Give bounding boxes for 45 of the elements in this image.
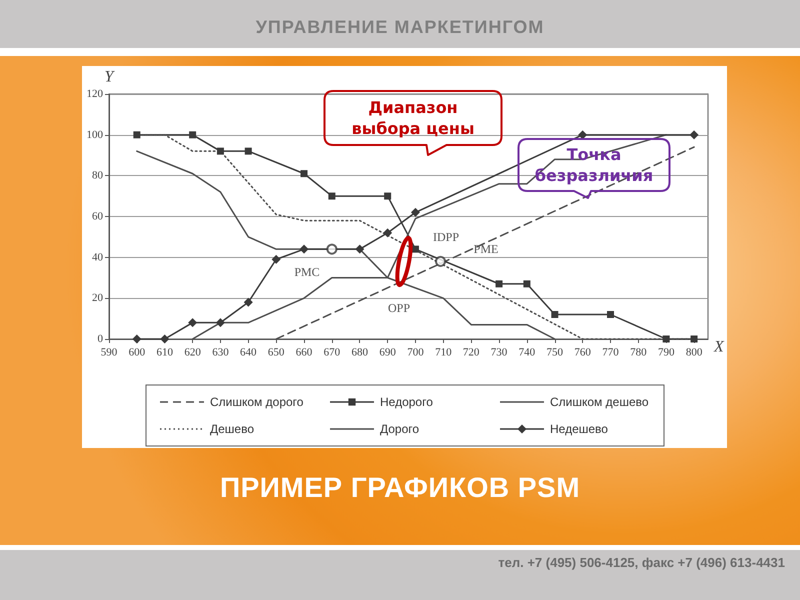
x-tick-label: 660 <box>296 346 313 358</box>
annotation: PMC <box>294 265 320 279</box>
y-tick-label: 80 <box>92 170 104 182</box>
legend-label: Слишком дорого <box>210 395 304 409</box>
x-axis-title: X <box>713 338 725 356</box>
legend-label: Дорого <box>380 422 420 436</box>
legend-label: Недорого <box>380 395 434 409</box>
x-tick-label: 610 <box>156 346 174 358</box>
x-tick-label: 640 <box>240 346 258 358</box>
legend-label: Недешево <box>550 422 608 436</box>
legend-label: Слишком дешево <box>550 395 649 409</box>
x-tick-label: 700 <box>407 346 424 358</box>
annotation: OPP <box>388 301 410 315</box>
x-tick-label: 690 <box>379 346 396 358</box>
x-tick-label: 600 <box>128 346 146 358</box>
x-tick-label: 750 <box>546 346 564 358</box>
x-tick-label: 720 <box>462 346 480 358</box>
x-tick-label: 790 <box>658 346 675 358</box>
y-tick-label: 120 <box>86 88 104 100</box>
x-tick-label: 620 <box>184 346 202 358</box>
x-tick-label: 770 <box>602 346 620 358</box>
y-tick-label: 40 <box>92 251 104 264</box>
x-tick-label: 680 <box>351 346 368 358</box>
y-axis-title: Y <box>104 68 116 86</box>
x-tick-label: 710 <box>435 346 452 358</box>
x-tick-label: 780 <box>630 346 648 358</box>
x-tick-label: 630 <box>212 346 230 358</box>
chart-subtitle: УПРАВЛЕНИЕ МАРКЕТИНГОМ <box>254 16 546 39</box>
x-tick-label: 590 <box>100 346 118 358</box>
annotation: Диапазон выбора цены <box>352 98 474 138</box>
annotation: PME <box>474 242 498 256</box>
x-tick-label: 670 <box>324 346 341 358</box>
text: тел. +7 (495) 506-4125, факс +7 (496) 613-4431 <box>498 554 785 572</box>
annotation: IDPP <box>432 230 460 244</box>
x-tick-label: 730 <box>490 346 508 358</box>
y-tick-label: 100 <box>86 128 104 141</box>
y-tick-label: 0 <box>98 333 104 345</box>
legend-label: Дешево <box>210 422 254 436</box>
x-tick-label: 800 <box>686 346 703 358</box>
y-tick-label: 20 <box>92 292 104 304</box>
x-tick-label: 650 <box>268 346 285 358</box>
x-tick-label: 760 <box>574 346 592 358</box>
y-tick-label: 60 <box>92 210 104 222</box>
text: ПРИМЕР ГРАФИКОВ PSM <box>218 471 582 505</box>
x-tick-label: 740 <box>518 346 536 358</box>
